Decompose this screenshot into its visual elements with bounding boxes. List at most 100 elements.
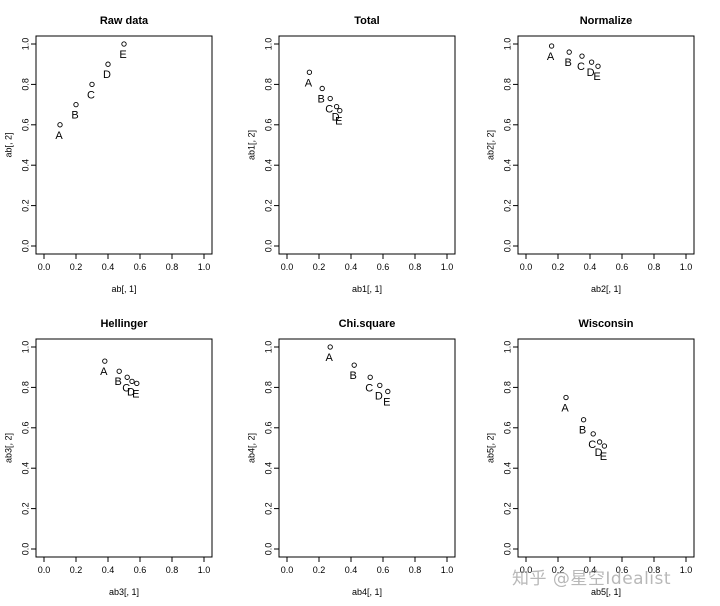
point-label: B — [318, 93, 325, 105]
x-tick-label: 1.0 — [198, 262, 211, 272]
data-point — [105, 61, 111, 67]
y-tick-label: 0.4 — [263, 462, 273, 475]
panel-5: Wisconsin 0.0 0.2 0.4 0.6 0.8 1.0 0.0 0.2 0.4 0.6 0… — [485, 318, 695, 597]
point-label: A — [100, 366, 108, 378]
data-point — [116, 368, 122, 374]
y-tick-label: 0.2 — [20, 199, 30, 212]
x-tick-label: 1.0 — [441, 565, 454, 575]
chart-title: Total — [354, 15, 379, 27]
data-point — [601, 443, 608, 449]
y-axis-label: ab4[, 2] — [246, 433, 256, 463]
y-tick-label: 0.8 — [20, 78, 30, 91]
x-tick-label: 0.2 — [552, 565, 565, 575]
x-tick-label: 0.6 — [377, 565, 390, 575]
y-tick-label: 0.6 — [20, 119, 30, 132]
y-tick-label: 0.4 — [263, 159, 273, 172]
data-point — [385, 388, 391, 395]
x-tick-label: 0.6 — [377, 262, 390, 272]
y-tick-label: 0.2 — [502, 199, 512, 212]
y-tick-label: 0.0 — [263, 240, 273, 253]
x-tick-label: 0.2 — [313, 262, 326, 272]
chart-title: Wisconsin — [579, 318, 634, 330]
x-tick-label: 1.0 — [441, 262, 454, 272]
panel-0: Raw data 0.0 0.2 0.4 0.6 0.8 1.0 0.0 0.2 0.4 0.6 0.… — [3, 15, 213, 294]
x-tick-label: 1.0 — [680, 262, 693, 272]
point-label: D — [332, 112, 340, 124]
x-axis-label: ab3[, 1] — [109, 587, 139, 597]
x-tick-label: 0.8 — [648, 262, 661, 272]
y-tick-label: 0.8 — [502, 381, 512, 394]
y-tick-label: 0.4 — [502, 159, 512, 172]
data-point — [596, 439, 603, 445]
x-tick-label: 0.6 — [134, 262, 147, 272]
y-tick-label: 0.6 — [502, 119, 512, 132]
data-point — [595, 63, 601, 69]
x-tick-label: 0.6 — [616, 565, 629, 575]
panel-2: Normalize 0.0 0.2 0.4 0.6 0.8 1.0 0.0 0.2 0.4 0.6 0… — [485, 15, 695, 294]
y-tick-label: 0.6 — [263, 119, 273, 132]
data-point — [327, 344, 333, 350]
data-point — [102, 358, 108, 364]
data-point — [306, 69, 313, 75]
x-axis-label: ab5[, 1] — [591, 587, 621, 597]
y-tick-label: 0.8 — [502, 78, 512, 91]
x-tick-label: 0.4 — [345, 262, 358, 272]
y-tick-label: 1.0 — [263, 341, 273, 354]
y-tick-label: 0.4 — [20, 159, 30, 172]
x-tick-label: 1.0 — [198, 565, 211, 575]
y-tick-label: 1.0 — [502, 341, 512, 354]
data-point — [124, 374, 130, 380]
data-point — [377, 382, 383, 389]
y-tick-label: 1.0 — [502, 38, 512, 51]
point-label: B — [115, 376, 122, 388]
chart-title: Raw data — [100, 15, 149, 27]
y-tick-label: 1.0 — [20, 38, 30, 51]
point-label: C — [87, 89, 95, 101]
y-tick-label: 0.6 — [502, 422, 512, 435]
point-label: B — [71, 110, 78, 122]
y-tick-label: 0.8 — [20, 381, 30, 394]
y-tick-label: 0.0 — [502, 543, 512, 556]
plot-box — [35, 35, 213, 255]
data-point — [351, 362, 357, 368]
data-point — [57, 122, 63, 128]
point-label: A — [55, 130, 63, 142]
panel-1: Total 0.0 0.2 0.4 0.6 0.8 1.0 0.0 0.2 0.4 0.6 0.8 1.… — [246, 15, 456, 294]
y-tick-label: 1.0 — [20, 341, 30, 354]
y-axis-label: ab[, 2] — [3, 132, 13, 157]
point-label: E — [119, 49, 126, 61]
y-tick-label: 0.6 — [20, 422, 30, 435]
point-label: A — [547, 51, 555, 63]
x-tick-label: 0.2 — [70, 262, 83, 272]
data-point — [579, 53, 585, 59]
y-axis-label: ab3[, 2] — [3, 433, 13, 463]
x-tick-label: 0.2 — [313, 565, 326, 575]
point-label: B — [579, 425, 586, 437]
data-point — [327, 95, 333, 102]
y-tick-label: 0.4 — [502, 462, 512, 475]
y-tick-label: 0.4 — [20, 462, 30, 475]
point-label: E — [600, 451, 607, 463]
point-label: C — [365, 382, 373, 394]
x-tick-label: 0.4 — [102, 565, 115, 575]
point-label: A — [305, 77, 313, 89]
x-tick-label: 0.0 — [281, 262, 294, 272]
x-axis-label: ab[, 1] — [111, 284, 136, 294]
x-tick-label: 0.4 — [584, 262, 597, 272]
panel-4: Chi.square 0.0 0.2 0.4 0.6 0.8 1.0 0.0 0.2 0.4 0.6… — [246, 318, 456, 597]
plot-box — [278, 338, 456, 558]
y-tick-label: 0.2 — [502, 502, 512, 515]
x-tick-label: 0.6 — [616, 262, 629, 272]
point-label: C — [122, 382, 130, 394]
y-tick-label: 0.0 — [502, 240, 512, 253]
data-point — [73, 101, 79, 108]
x-tick-label: 0.6 — [134, 565, 147, 575]
plot-box — [35, 338, 213, 558]
point-label: A — [561, 403, 569, 415]
y-tick-label: 0.0 — [20, 543, 30, 556]
data-point — [89, 81, 95, 88]
x-tick-label: 0.0 — [281, 565, 294, 575]
y-tick-label: 0.0 — [20, 240, 30, 253]
data-point — [367, 374, 373, 380]
